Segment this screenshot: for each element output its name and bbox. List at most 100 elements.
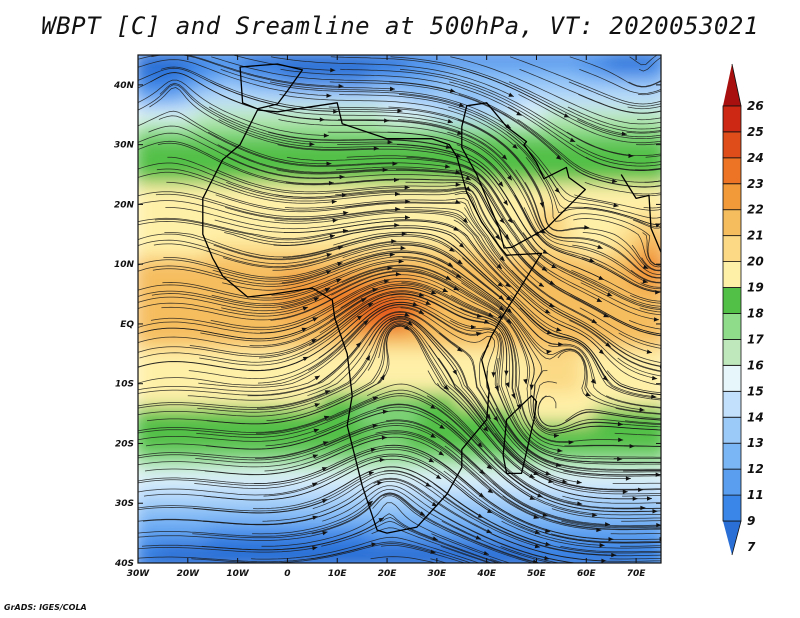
- field-cell: [643, 168, 658, 185]
- streamline: [208, 131, 451, 168]
- streamline-arrow: [655, 472, 661, 477]
- field-cell: [220, 422, 234, 439]
- streamline-arrow: [608, 537, 614, 542]
- streamline: [579, 68, 661, 94]
- field-cell: [138, 422, 147, 439]
- field-cell: [656, 377, 661, 394]
- field-cell: [469, 243, 483, 260]
- streamline: [138, 132, 345, 179]
- field-cell: [568, 153, 583, 170]
- streamline-arrow: [368, 471, 374, 476]
- streamline: [331, 271, 528, 385]
- field-cell: [481, 93, 496, 110]
- field-cell: [444, 362, 458, 379]
- streamline: [449, 81, 661, 167]
- field-cell: [593, 93, 608, 110]
- field-cell: [656, 512, 661, 529]
- field-cell: [643, 377, 658, 394]
- streamline: [279, 94, 518, 150]
- streamline: [138, 403, 321, 417]
- field-cell: [270, 55, 284, 65]
- streamline-arrow: [314, 375, 320, 381]
- streamline: [396, 169, 603, 303]
- streamline-arrow: [562, 479, 568, 484]
- field-cell: [369, 557, 384, 563]
- streamline-arrow: [430, 404, 436, 409]
- streamline: [479, 345, 661, 476]
- field-cell: [556, 407, 570, 424]
- field-cell: [631, 303, 645, 319]
- field-cell: [656, 138, 661, 155]
- streamline-arrow: [313, 297, 320, 302]
- field-cell: [307, 183, 321, 200]
- streamline-arrow: [584, 225, 590, 230]
- streamline: [193, 470, 432, 514]
- field-cell: [257, 64, 271, 80]
- streamline: [317, 311, 499, 422]
- streamline-arrow: [487, 488, 493, 494]
- field-cell: [270, 362, 284, 379]
- streamline: [138, 547, 318, 553]
- field-cell: [431, 55, 446, 65]
- field-cell: [245, 138, 259, 155]
- field-cell: [182, 138, 197, 155]
- streamline: [197, 320, 413, 413]
- streamline: [433, 483, 661, 554]
- streamline-arrow: [651, 375, 658, 381]
- streamline: [615, 407, 661, 415]
- streamline: [577, 119, 661, 138]
- streamline-arrow: [400, 245, 406, 251]
- streamline: [613, 458, 661, 460]
- field-cell: [593, 542, 608, 558]
- streamline: [138, 233, 344, 260]
- streamline: [194, 449, 435, 489]
- field-cell: [506, 557, 521, 563]
- y-tick-label: 40N: [113, 81, 135, 91]
- field-cell: [382, 377, 396, 394]
- field-cell: [138, 108, 147, 125]
- field-cell: [456, 198, 471, 215]
- streamline: [154, 219, 400, 241]
- field-cell: [618, 362, 633, 379]
- streamline: [565, 409, 661, 422]
- field-cell: [319, 452, 334, 469]
- field-cell: [170, 542, 184, 558]
- field-cell: [394, 347, 408, 364]
- streamline: [386, 419, 611, 525]
- streamline: [524, 182, 661, 278]
- streamline-arrow: [556, 327, 562, 332]
- field-cell: [618, 228, 633, 245]
- field-cell: [531, 55, 545, 65]
- colorbar-label: 7: [747, 540, 756, 554]
- streamline-arrow: [655, 290, 661, 295]
- field-cell: [245, 482, 259, 499]
- field-cell: [245, 527, 259, 543]
- field-cell: [138, 123, 147, 140]
- field-cell: [506, 55, 521, 65]
- streamline-arrow: [458, 102, 465, 108]
- streamline: [462, 257, 661, 401]
- streamline-arrow: [598, 349, 604, 355]
- field-cell: [519, 55, 533, 65]
- field-cell: [195, 422, 209, 439]
- field-cell: [157, 243, 172, 260]
- field-cell: [543, 407, 558, 424]
- field-cell: [195, 527, 209, 543]
- field-cell: [138, 392, 147, 409]
- field-cell: [618, 392, 633, 409]
- field-cell: [319, 557, 334, 563]
- streamline: [385, 444, 614, 540]
- streamline: [277, 144, 509, 206]
- field-cell: [606, 93, 620, 110]
- field-cell: [220, 467, 234, 484]
- arabia-coast: [461, 102, 586, 249]
- plot-frame: [137, 54, 662, 564]
- field-cell: [556, 55, 570, 65]
- field-cell: [631, 332, 645, 349]
- streamline-arrow: [455, 182, 461, 187]
- streamline-arrow: [330, 67, 336, 73]
- streamline-arrow: [329, 234, 335, 239]
- streamline-arrow: [617, 456, 623, 462]
- field-cell: [157, 108, 172, 125]
- streamline: [215, 194, 461, 213]
